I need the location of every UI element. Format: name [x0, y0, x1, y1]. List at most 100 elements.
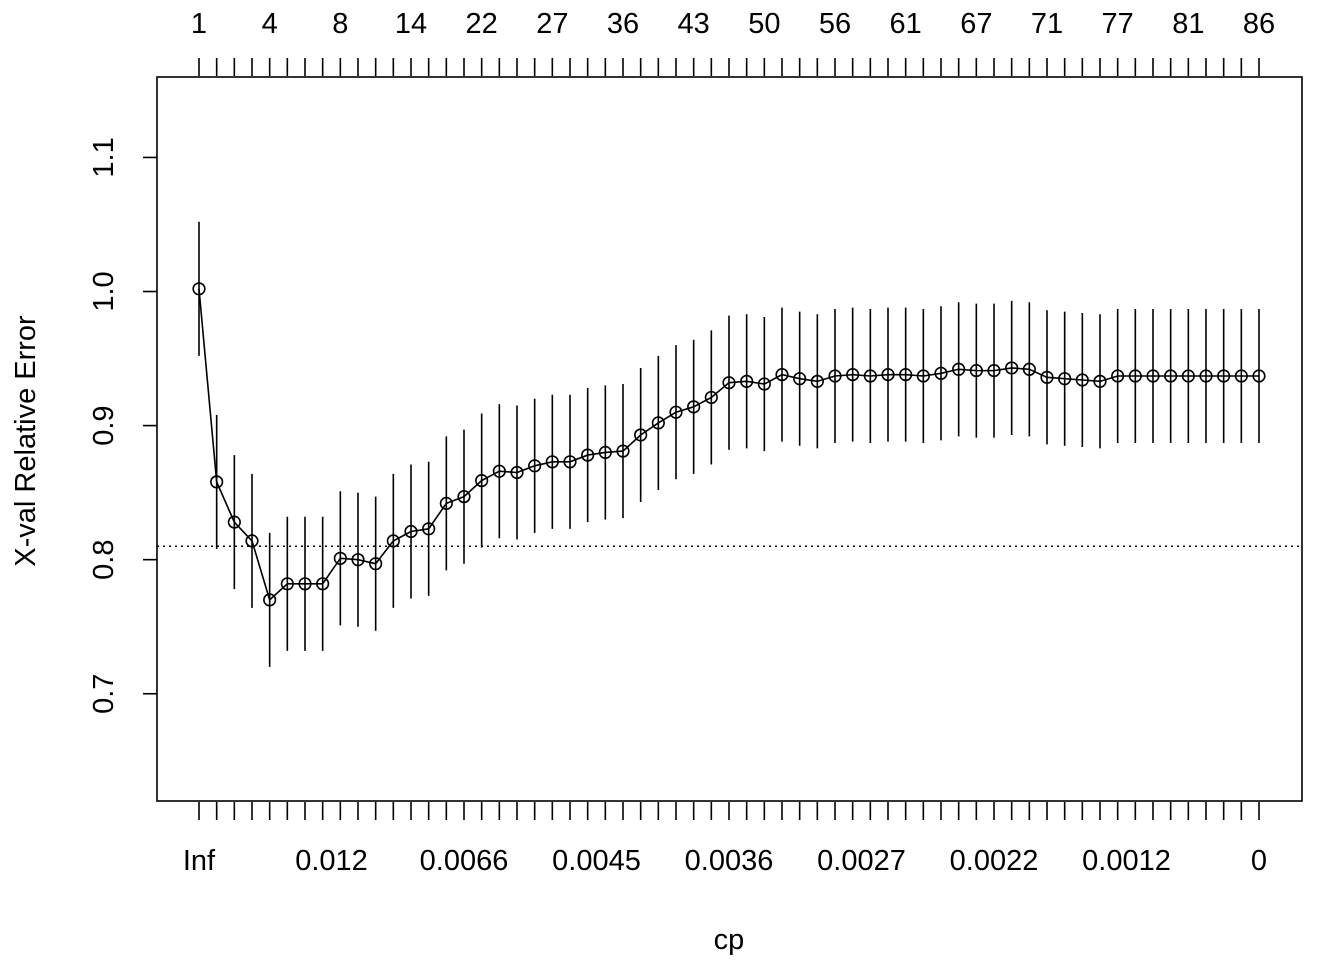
data-point	[863, 369, 877, 383]
bottom-tick-label: 0	[1251, 845, 1267, 877]
top-tick-label: 8	[332, 8, 348, 40]
top-tick-label: 86	[1243, 8, 1275, 40]
y-tick-label: 0.7	[88, 674, 120, 714]
y-tick-label: 0.9	[88, 405, 120, 445]
data-point	[793, 372, 807, 386]
bottom-tick-label: 0.0027	[817, 845, 906, 877]
top-tick-label: 14	[395, 8, 427, 40]
data-point	[1075, 373, 1089, 387]
data-point	[1181, 369, 1195, 383]
data-point	[1217, 369, 1231, 383]
data-point	[1058, 372, 1072, 386]
data-point	[1234, 369, 1248, 383]
data-points	[192, 282, 1266, 607]
data-point	[722, 376, 736, 390]
data-point	[881, 368, 895, 382]
top-tick-label: 50	[748, 8, 780, 40]
bottom-tick-label: 0.0045	[552, 845, 641, 877]
top-tick-label: 43	[678, 8, 710, 40]
data-point	[192, 282, 206, 296]
bottom-tick-label: 0.0012	[1082, 845, 1171, 877]
bottom-tick-label: 0.0022	[950, 845, 1039, 877]
y-tick-label: 0.8	[88, 540, 120, 580]
bottom-tick-label: 0.0066	[420, 845, 509, 877]
top-axis: 1 4 8 14 22 27 36 43 50 56 61 67 71 77 81 86	[191, 8, 1275, 76]
data-point	[1111, 369, 1125, 383]
data-point	[1128, 369, 1142, 383]
data-point	[210, 475, 224, 489]
top-tick-label: 71	[1031, 8, 1063, 40]
data-point	[545, 455, 559, 469]
data-point	[634, 428, 648, 442]
top-tick-label: 36	[607, 8, 639, 40]
data-point	[934, 366, 948, 380]
plot-frame	[156, 76, 1303, 802]
data-point	[263, 593, 277, 607]
data-point	[369, 557, 383, 571]
data-point	[669, 405, 683, 419]
data-point	[916, 369, 930, 383]
bottom-tick-label: 0.0036	[685, 845, 774, 877]
data-point	[280, 577, 294, 591]
top-tick-label: 77	[1102, 8, 1134, 40]
data-point	[492, 464, 506, 478]
data-point	[598, 445, 612, 460]
data-point	[651, 416, 665, 430]
data-point	[1022, 362, 1036, 376]
data-point	[704, 390, 718, 405]
series-line	[198, 288, 1259, 602]
top-tick-label: 1	[191, 8, 207, 40]
data-point	[687, 400, 701, 414]
data-point	[333, 551, 347, 565]
data-point	[952, 362, 966, 376]
top-tick-label: 4	[262, 8, 278, 40]
y-axis-title: X-val Relative Error	[10, 315, 42, 567]
bottom-axis: Inf 0.012 0.0066 0.0045 0.0036 0.0027 0.0022 0.…	[183, 802, 1267, 877]
y-axis: 0.7 0.8 0.9 1.0 1.1	[88, 137, 157, 714]
error-bars	[198, 221, 1260, 667]
data-point	[386, 534, 400, 548]
data-point	[757, 377, 771, 391]
data-point	[1093, 374, 1107, 388]
data-point	[457, 490, 471, 504]
data-point	[1005, 361, 1019, 375]
data-point	[810, 374, 824, 388]
y-tick-label: 1.0	[88, 271, 120, 311]
data-point	[616, 444, 630, 458]
top-tick-label: 67	[960, 8, 992, 40]
data-point	[563, 455, 577, 469]
data-point	[245, 534, 259, 548]
data-point	[846, 368, 860, 382]
data-point	[298, 577, 312, 591]
top-tick-label: 61	[890, 8, 922, 40]
data-point	[439, 496, 453, 510]
bottom-tick-label: 0.012	[295, 845, 368, 877]
y-tick-label: 1.1	[88, 137, 120, 177]
data-point	[1146, 369, 1160, 383]
x-axis-title: cp	[714, 924, 745, 956]
data-point	[828, 369, 842, 383]
data-point	[404, 524, 418, 539]
top-tick-label: 22	[466, 8, 498, 40]
data-point	[987, 364, 1001, 378]
top-tick-label: 56	[819, 8, 851, 40]
data-point	[1199, 369, 1213, 383]
data-point	[1252, 369, 1266, 383]
data-point	[581, 448, 595, 462]
bottom-tick-label: Inf	[183, 845, 216, 877]
data-point	[899, 368, 913, 382]
data-point	[969, 364, 983, 378]
data-point	[1040, 370, 1054, 384]
data-point	[227, 515, 241, 529]
data-point	[316, 577, 330, 591]
data-point	[1164, 369, 1178, 383]
data-point	[475, 473, 489, 488]
top-tick-label: 81	[1172, 8, 1204, 40]
data-point	[422, 522, 436, 536]
data-point	[351, 553, 365, 567]
top-tick-label: 27	[536, 8, 568, 40]
data-point	[775, 368, 789, 382]
data-point	[528, 459, 542, 473]
data-point	[510, 465, 524, 480]
